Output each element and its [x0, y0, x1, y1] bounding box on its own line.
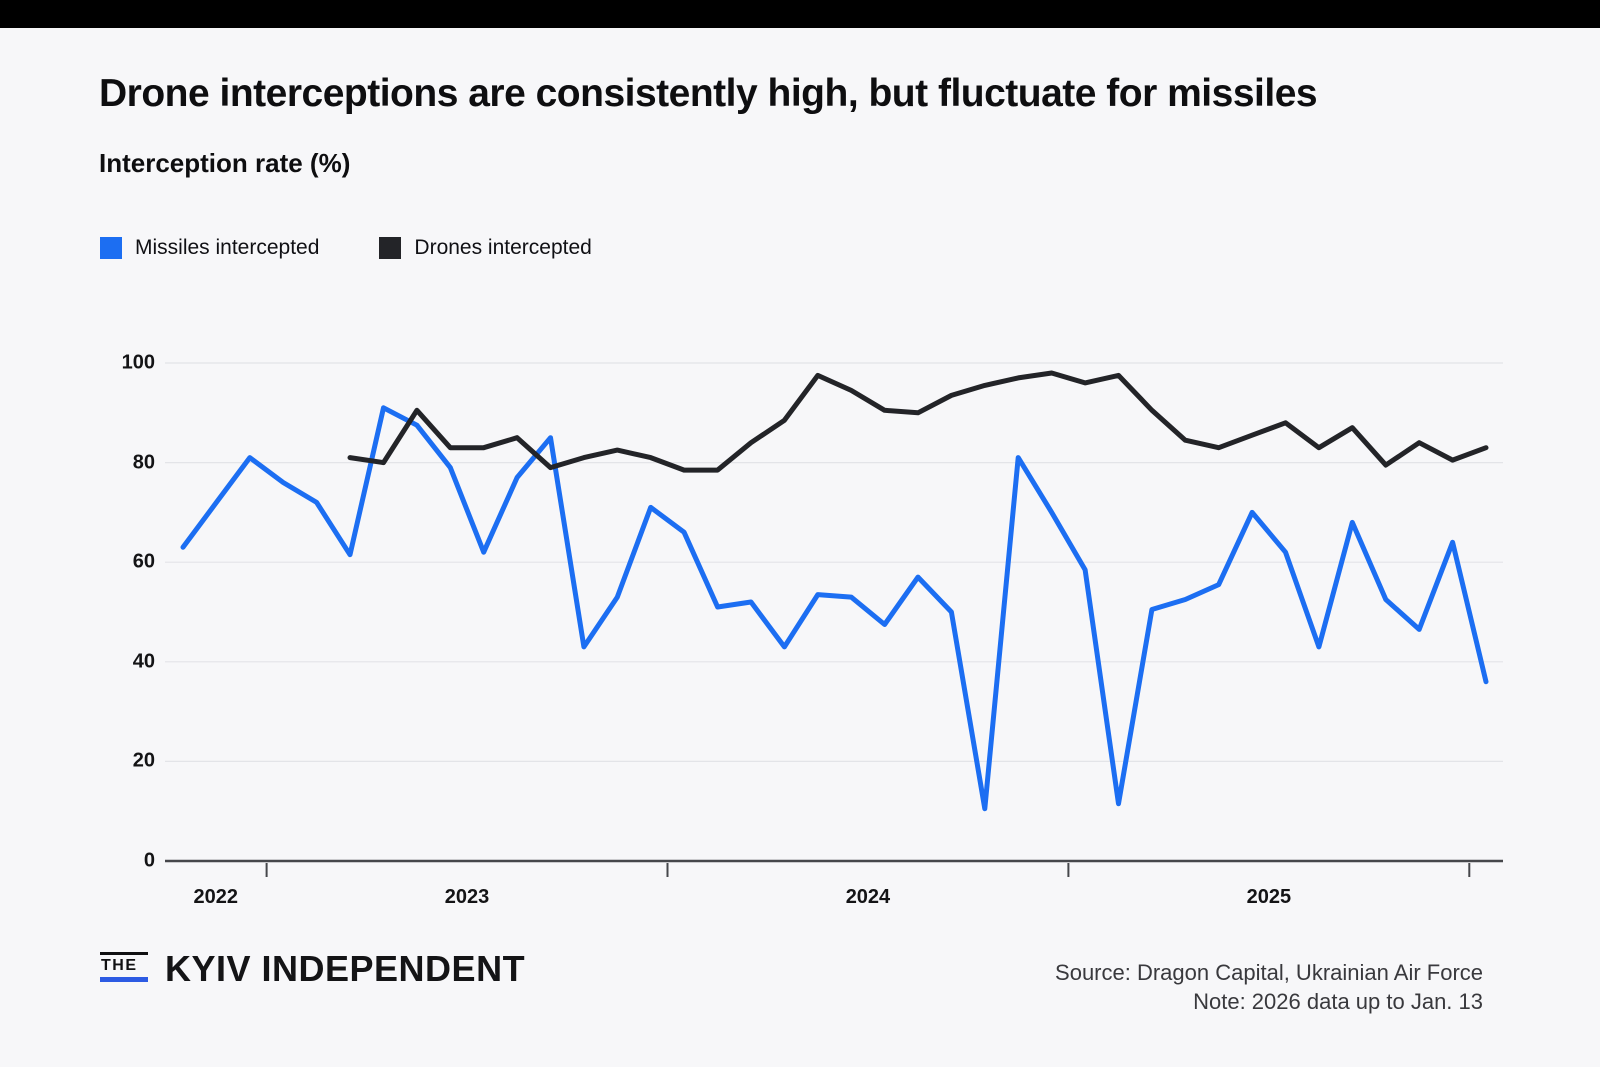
page-title: Drone interceptions are consistently hig…	[99, 72, 1318, 115]
x-tick-label-2022: 2022	[193, 886, 239, 908]
x-tick-label-2023: 2023	[444, 886, 490, 908]
series-line-drones-intercepted	[347, 370, 1489, 473]
kyiv-independent-logo: THE KYIV INDEPENDENT	[100, 948, 526, 989]
y-tick-label-100: 100	[121, 351, 155, 374]
source-line: Source: Dragon Capital, Ukrainian Air Fo…	[1055, 960, 1483, 985]
legend: Missiles intercepted Drones intercepted	[100, 236, 592, 260]
legend-label-missiles: Missiles intercepted	[135, 236, 320, 259]
note-line: Note: 2026 data up to Jan. 13	[1193, 989, 1483, 1014]
y-tick-label-80: 80	[132, 451, 155, 474]
logo-the-text: THE	[101, 957, 138, 974]
logo-the-block: THE	[100, 952, 148, 983]
y-tick-label-40: 40	[132, 650, 155, 673]
y-tick-label-0: 0	[143, 849, 155, 872]
x-tick-label-2025: 2025	[1246, 886, 1292, 908]
legend-item-drones: Drones intercepted	[379, 236, 592, 260]
missiles-color-swatch	[100, 237, 122, 259]
legend-item-missiles: Missiles intercepted	[100, 236, 319, 260]
legend-label-drones: Drones intercepted	[414, 236, 592, 259]
series-line-missiles-intercepted	[180, 405, 1489, 812]
y-tick-label-20: 20	[132, 749, 155, 772]
source-note: Source: Dragon Capital, Ukrainian Air Fo…	[1055, 958, 1483, 1016]
x-tick-label-2024: 2024	[845, 886, 891, 908]
logo-overline	[100, 952, 148, 955]
logo-main-text: KYIV INDEPENDENT	[165, 948, 526, 989]
top-bar	[0, 0, 1600, 28]
y-tick-label-60: 60	[132, 550, 155, 573]
logo-blue-underline	[100, 977, 148, 983]
chart-subtitle: Interception rate (%)	[99, 148, 351, 178]
drones-color-swatch	[379, 237, 402, 259]
